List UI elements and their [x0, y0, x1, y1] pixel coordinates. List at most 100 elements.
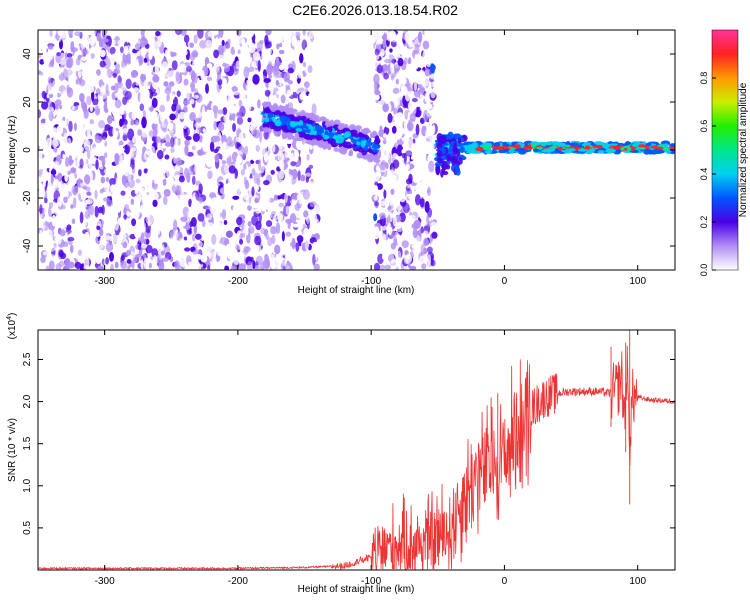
spectrogram-cell: [404, 31, 412, 44]
spectrogram-cell: [306, 139, 312, 145]
spectrogram-cell: [373, 164, 377, 173]
spectrogram-cell: [44, 221, 51, 226]
spectrogram-cell: [638, 147, 646, 150]
spectrogram-cell: [145, 238, 150, 245]
spectrogram-cell: [363, 145, 369, 151]
x-tick-label: 0: [502, 576, 508, 587]
spectrogram-cell: [41, 44, 47, 55]
spectrogram-cell: [296, 160, 302, 167]
spectrogram-cell: [645, 143, 652, 147]
spectrogram-cell: [456, 133, 461, 139]
spectrogram-cell: [409, 265, 417, 270]
spectrogram-cell: [308, 42, 313, 55]
spectrogram-cell: [79, 182, 87, 187]
spectrogram-cell: [315, 233, 321, 241]
spectrogram-cell: [195, 109, 200, 119]
spectrogram-cell: [134, 228, 142, 239]
spectrogram-cell: [101, 248, 106, 259]
spectrogram-cell: [309, 144, 313, 150]
spectrogram-cell: [253, 172, 259, 184]
spectrogram-cell: [424, 30, 429, 38]
spectrogram-cell: [153, 179, 161, 184]
spectrogram-cell: [281, 220, 286, 229]
spectrogram-cell: [43, 55, 47, 65]
spectrogram-cell: [427, 254, 431, 266]
spectrogram-cell: [408, 193, 414, 200]
spectrogram-cell: [193, 34, 198, 44]
spectrogram-cell: [106, 199, 113, 207]
spectrogram-cell: [331, 141, 336, 148]
spectrogram-cell: [432, 80, 436, 87]
spectrogram-cell: [123, 214, 127, 220]
spectrogram-cell: [309, 181, 314, 188]
spectrogram-cell: [290, 199, 297, 205]
spectrogram-cell: [484, 149, 492, 154]
spectrogram-cell: [98, 120, 106, 129]
spectrogram-cell: [38, 71, 44, 76]
spectrogram-cell: [95, 256, 102, 265]
spectrogram-cell: [155, 223, 161, 236]
spectrogram-cell: [278, 64, 286, 70]
spectrogram-cell: [407, 138, 414, 148]
spectrogram-cell: [426, 215, 430, 224]
spectrogram-cell: [254, 204, 262, 214]
spectrogram-cell: [86, 95, 92, 106]
spectrogram-cell: [55, 108, 61, 116]
spectrogram-cell: [289, 121, 298, 128]
spectrogram-cell: [302, 263, 308, 270]
spectrogram-cell: [88, 223, 96, 229]
spectrogram-cell: [463, 145, 470, 148]
spectrogram-cell: [254, 197, 260, 204]
spectrogram-cell: [70, 167, 77, 174]
spectrogram-cell: [189, 42, 195, 48]
spectrogram-cell: [258, 145, 266, 157]
spectrogram-cell: [212, 220, 216, 231]
spectrogram-cell: [169, 242, 176, 251]
spectrogram-cell: [333, 147, 340, 152]
spectrogram-cell: [59, 58, 67, 66]
spectrogram-cell: [251, 60, 257, 68]
spectrogram-cell: [257, 35, 265, 41]
spectrogram-cell: [305, 172, 311, 177]
spectrogram-cell: [246, 131, 252, 141]
spectrogram-cell: [392, 87, 400, 95]
spectrogram-cell: [401, 230, 406, 240]
spectrogram-cell: [171, 60, 178, 71]
spectrogram-cell: [438, 157, 443, 163]
spectrogram-cell: [386, 152, 390, 161]
spectrogram-cell: [188, 198, 192, 208]
spectrogram-cell: [304, 239, 309, 252]
spectrogram-cell: [85, 198, 93, 205]
spectrogram-cell: [205, 152, 211, 158]
spectrogram-cell: [257, 99, 261, 109]
spectrogram-cell: [269, 226, 278, 235]
spectrogram-cell: [112, 39, 116, 45]
spectrogram-cell: [173, 219, 178, 232]
spectrogram-cell: [289, 213, 297, 224]
spectrogram-cell: [178, 175, 185, 183]
spectrogram-cell: [191, 61, 197, 71]
spectrogram-cell: [277, 151, 285, 163]
spectrogram-cell: [235, 142, 239, 149]
spectrogram-cell: [233, 257, 240, 266]
spectrogram-cell: [238, 99, 243, 108]
spectrogram-cell: [66, 224, 72, 231]
spectrogram-cell: [577, 148, 588, 152]
spectrogram-cell: [77, 249, 83, 256]
snr-x-axis: -300 -200 -100 0 100: [95, 330, 646, 587]
spectrogram-cell: [164, 142, 172, 147]
spectrogram-cell: [243, 246, 251, 253]
spectrogram-cell: [45, 137, 53, 148]
spectrogram-cell: [170, 147, 175, 153]
spectrogram-cell: [255, 106, 262, 116]
spectrogram-cell: [421, 192, 426, 199]
spectrogram-cell: [240, 169, 246, 176]
spectrogram-cell: [302, 30, 306, 36]
spectrogram-cell: [187, 210, 191, 217]
spectrogram-cell: [493, 142, 501, 147]
spectrogram-cell: [70, 204, 74, 209]
spectrogram-cell: [140, 259, 144, 270]
spectrogram-cell: [254, 235, 262, 246]
spectrogram-cell: [235, 244, 240, 251]
spectrogram-cell: [182, 100, 191, 105]
